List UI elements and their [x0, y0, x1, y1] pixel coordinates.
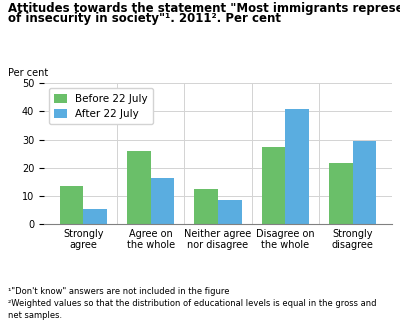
Bar — [127, 151, 151, 224]
Text: ¹"Don't know" answers are not included in the figure
²Weighted values so that th: ¹"Don't know" answers are not included i… — [8, 287, 376, 320]
Bar — [60, 186, 83, 224]
Bar — [151, 178, 174, 224]
Bar — [262, 147, 285, 224]
Bar — [218, 200, 242, 224]
Bar — [194, 189, 218, 224]
Bar — [83, 209, 107, 224]
Legend: Before 22 July, After 22 July: Before 22 July, After 22 July — [49, 88, 153, 124]
Bar — [285, 108, 309, 224]
Bar — [353, 141, 376, 224]
Text: Attitudes towards the statement "Most immigrants represent a source: Attitudes towards the statement "Most im… — [8, 2, 400, 15]
Bar — [329, 164, 353, 224]
Text: of insecurity in society"¹. 2011². Per cent: of insecurity in society"¹. 2011². Per c… — [8, 12, 281, 25]
Text: Per cent: Per cent — [8, 68, 48, 78]
